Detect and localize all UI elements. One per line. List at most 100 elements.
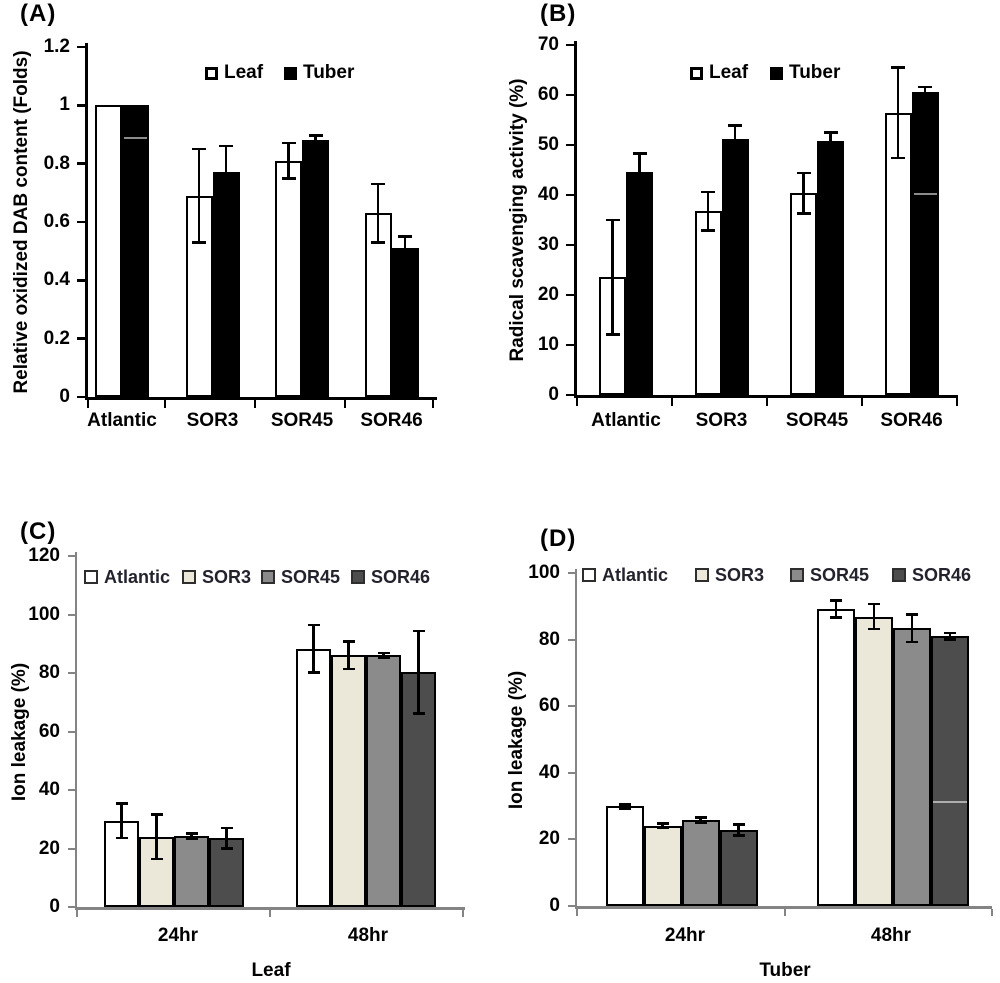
panel-b: (B) Radical scavenging activity (%) 0 10 20 3… — [500, 0, 1000, 510]
error-bar-sor45-24hr-cap-top — [185, 832, 198, 835]
legend-swatch-leaf — [690, 66, 703, 80]
x-tick — [431, 400, 435, 408]
panel-label--d-: (D) — [540, 525, 577, 552]
error-bar-tuber-sor46-cap-bottom — [918, 96, 932, 99]
error-bar-tuber-sor3 — [224, 146, 228, 199]
bar-sor46-48hr — [931, 636, 969, 906]
bar-sor3-48hr — [331, 655, 366, 907]
y-tick — [567, 705, 575, 708]
legend-swatch-sor45 — [261, 570, 275, 584]
legend-swatch-sor46 — [892, 568, 906, 582]
y-tick-label: 0.8 — [43, 152, 70, 174]
legend-item-leaf: Leaf — [205, 63, 263, 83]
y-tick — [77, 104, 85, 107]
y-tick — [567, 905, 575, 907]
error-bar-tuber-sor45-cap-bottom — [823, 147, 838, 150]
y-tick — [77, 337, 85, 340]
y-tick — [567, 638, 575, 641]
error-bar-sor3-24hr-cap-bottom — [150, 857, 163, 861]
error-bar-sor3-48hr-cap-bottom — [868, 627, 880, 631]
legend-item-sor45: SOR45 — [261, 567, 340, 587]
legend-swatch-sor46 — [351, 570, 365, 584]
error-bar-sor3-24hr-cap-bottom — [656, 826, 669, 830]
error-bar-sor3-24hr-cap-top — [150, 813, 163, 816]
y-tick-label: 80 — [538, 628, 560, 650]
error-bar-atlantic-48hr-cap-bottom — [830, 616, 842, 619]
y-tick — [566, 343, 574, 347]
error-bar-tuber-sor45-cap-top — [308, 134, 323, 137]
x-tick — [991, 908, 993, 916]
panel-d: (D) Ion leakage (%) 0 20 40 60 80 100 24hr 48hr Tu… — [500, 510, 1000, 983]
error-bar-sor46-24hr-cap-bottom — [220, 847, 233, 850]
bar-sor45-48hr — [366, 655, 401, 907]
bar-tuber-sor3 — [721, 139, 749, 395]
panel-a: (A) Relative oxidized DAB content (Folds)… — [0, 0, 500, 510]
inner-cap-line-tuber-atlantic — [124, 137, 147, 140]
error-bar-sor45-48hr — [382, 653, 385, 658]
error-bar-sor3-48hr — [347, 641, 350, 669]
legend-item-tuber: Tuber — [284, 63, 354, 83]
bar-leaf-sor45 — [790, 193, 817, 395]
error-bar-sor45-24hr-cap-bottom — [694, 821, 707, 824]
y-tick — [77, 162, 85, 165]
error-bar-sor3-48hr-cap-top — [868, 602, 880, 606]
y-tick-label: 0.6 — [43, 211, 70, 232]
panel-label--b-: (B) — [540, 0, 577, 27]
legend-item-atlantic: Atlantic — [84, 567, 170, 587]
error-bar-sor46-48hr-cap-bottom — [944, 638, 956, 641]
inner-cap-line-tuber-sor46 — [913, 193, 937, 195]
error-bar-leaf-sor46 — [896, 67, 900, 158]
legend-label-sor45: SOR45 — [281, 567, 341, 587]
y-tick-label: 40 — [38, 779, 60, 800]
error-bar-sor46-24hr — [737, 824, 740, 836]
error-bar-leaf-sor46-cap-bottom — [371, 241, 385, 244]
error-bar-sor45-48hr — [910, 614, 914, 642]
legend-item-sor46: SOR46 — [351, 567, 430, 587]
error-bar-atlantic-48hr — [312, 625, 315, 673]
x-tick — [163, 400, 167, 408]
y-tick-label: 70 — [537, 34, 559, 55]
y-axis-line — [74, 552, 77, 910]
error-bar-leaf-atlantic-cap-bottom — [605, 333, 620, 336]
y-tick-label: 0.4 — [43, 269, 70, 291]
error-bar-tuber-sor3 — [733, 125, 737, 153]
panel-label--c-: (C) — [20, 518, 57, 545]
legend-label-atlantic: Atlantic — [602, 565, 669, 585]
error-bar-atlantic-24hr-cap-bottom — [115, 836, 128, 840]
x-tick — [670, 398, 674, 406]
category-label-sor45: SOR45 — [270, 410, 334, 431]
error-bar-tuber-sor46 — [923, 87, 927, 97]
category-label-sor46: SOR46 — [880, 410, 943, 431]
error-bar-leaf-atlantic — [611, 220, 614, 334]
bar-sor45-48hr — [893, 628, 931, 906]
y-tick — [566, 193, 574, 197]
bar-sor45-24hr — [174, 835, 209, 907]
error-bar-sor46-24hr-cap-top — [220, 826, 233, 830]
y-tick-label: 20 — [537, 284, 559, 305]
bar-atlantic-48hr — [817, 608, 855, 906]
legend-swatch-leaf — [205, 66, 218, 80]
error-bar-sor46-24hr-cap-top — [732, 823, 745, 826]
error-bar-leaf-sor45-cap-bottom — [281, 177, 296, 180]
error-bar-sor45-48hr-cap-top — [377, 651, 390, 655]
error-bar-sor3-48hr — [872, 604, 876, 629]
category-label-sor3: SOR3 — [186, 410, 239, 431]
category-label-48hr: 48hr — [870, 925, 912, 946]
legend-label-atlantic: Atlantic — [104, 567, 171, 587]
x-axis-line — [74, 907, 465, 910]
y-tick-label: 0.2 — [43, 327, 70, 349]
error-bar-tuber-atlantic-cap-bottom — [632, 188, 647, 191]
error-bar-sor45-24hr-cap-bottom — [185, 837, 198, 840]
bar-tuber-sor45 — [817, 140, 844, 395]
error-bar-atlantic-48hr-cap-top — [830, 599, 842, 602]
error-bar-sor46-48hr-cap-top — [412, 629, 425, 633]
y-tick — [567, 838, 575, 841]
bar-tuber-atlantic — [122, 105, 149, 397]
legend-swatch-atlantic — [84, 570, 98, 584]
legend-label-sor46: SOR46 — [371, 567, 431, 587]
legend-swatch-sor3 — [695, 568, 709, 582]
error-bar-leaf-sor46-cap-top — [891, 66, 905, 69]
legend-label-sor45: SOR45 — [810, 565, 870, 585]
y-axis-title: Radical scavenging activity (%) — [507, 78, 528, 362]
category-label-48hr: 48hr — [347, 925, 389, 946]
